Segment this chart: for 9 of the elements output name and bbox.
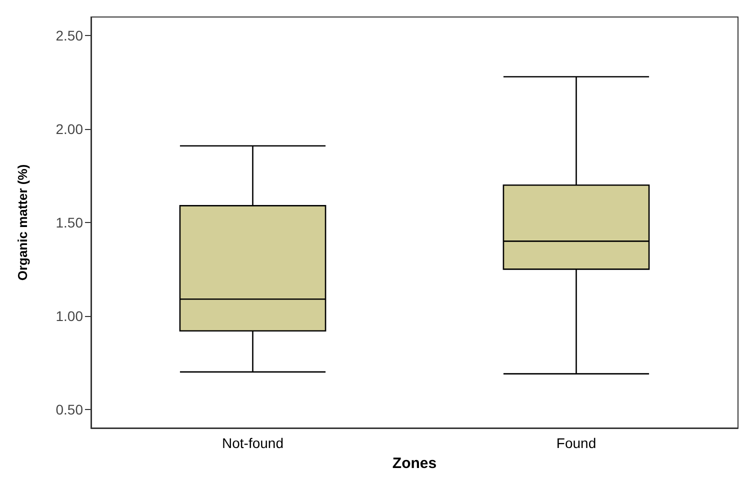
y-tick-label: 2.50 [56, 28, 84, 44]
x-tick-label: Found [556, 435, 596, 451]
x-axis-title: Zones [392, 455, 437, 472]
y-tick-label: 2.00 [56, 121, 84, 138]
y-tick-label: 1.50 [56, 214, 84, 230]
y-axis-title: Organic matter (%) [15, 164, 30, 281]
y-tick-label: 1.00 [56, 308, 84, 324]
y-tick-label: 0.50 [56, 401, 84, 418]
x-tick-label: Not-found [222, 435, 284, 451]
